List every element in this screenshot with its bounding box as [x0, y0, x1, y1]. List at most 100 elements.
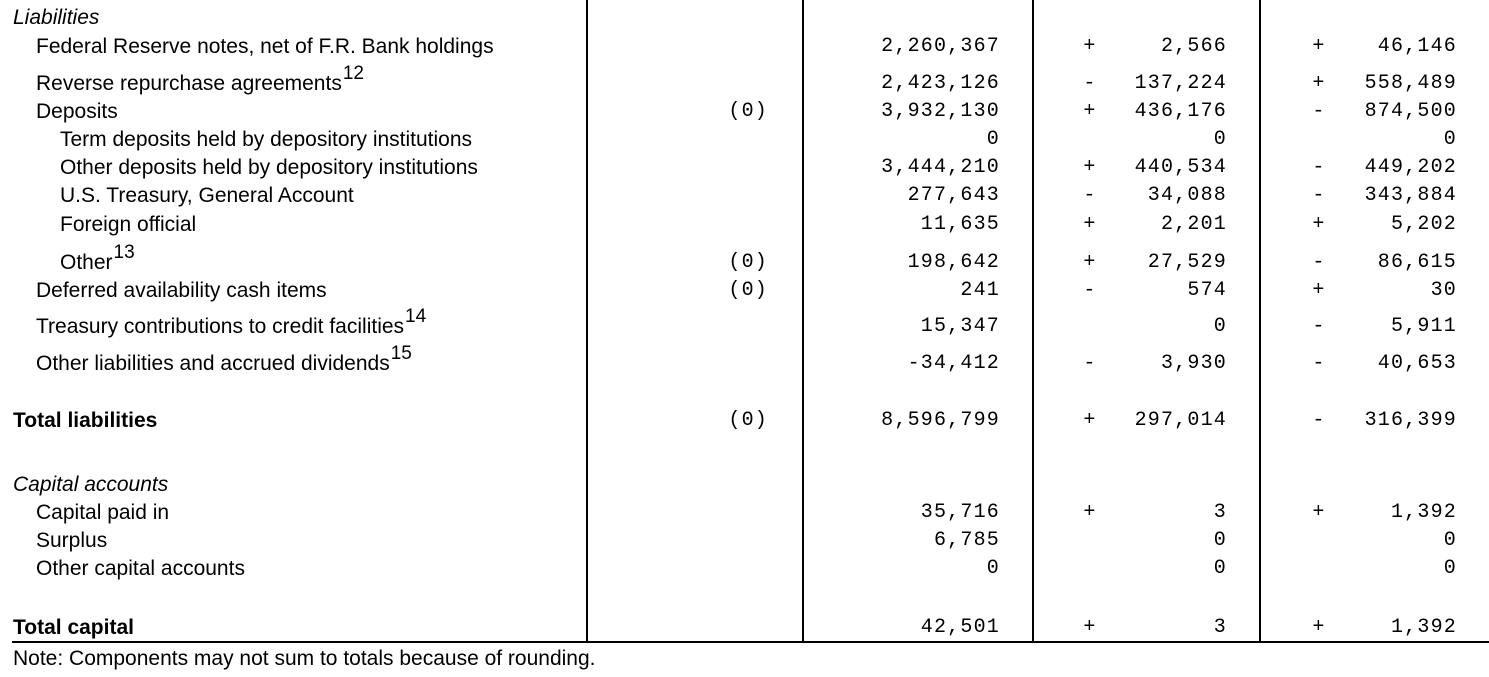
table-row-federal-reserve-notes: Federal Reserve notes, net of F.R. Bank …	[0, 33, 1489, 61]
row-label-text: Reverse repurchase agreements	[36, 72, 342, 95]
current-value: 3,444,210	[881, 156, 1000, 179]
year-change-value: 30	[1430, 279, 1457, 302]
row-label-text: Other liabilities and accrued dividends	[36, 352, 390, 375]
week-change-value: 440,534	[1134, 156, 1227, 179]
row-label: Capital paid in	[36, 499, 169, 527]
week-change-value: 0	[1213, 315, 1227, 338]
current-value: 11,635	[920, 213, 1000, 236]
row-label: Term deposits held by depository institu…	[60, 126, 472, 154]
year-change-sign: +	[1312, 72, 1326, 95]
row-label-text: Other capital accounts	[36, 557, 245, 580]
year-change-value: 1,392	[1390, 501, 1457, 524]
row-label: U.S. Treasury, General Account	[60, 182, 354, 210]
year-change-value: 46,146	[1377, 35, 1457, 58]
year-change-sign: -	[1312, 352, 1326, 375]
table-row-treasury-contributions: Treasury contributions to credit facilit…	[0, 306, 1489, 342]
row-label: Foreign official	[60, 211, 196, 239]
year-change-value: 0	[1443, 557, 1457, 580]
table-row-reverse-repurchase-agreements: Reverse repurchase agreements12 2,423,126…	[0, 63, 1489, 99]
footnote-ref: 13	[113, 242, 135, 263]
row-label: Deferred availability cash items	[36, 277, 327, 305]
year-change-value: 874,500	[1364, 100, 1457, 123]
row-label-text: Total capital	[13, 616, 134, 639]
current-value: 241	[960, 279, 1000, 302]
footnote-ref: 12	[342, 63, 364, 84]
note-value: (0)	[728, 279, 768, 302]
row-label-text: Liabilities	[13, 6, 100, 29]
row-label: Total capital	[13, 614, 134, 642]
current-value: 198,642	[907, 251, 1000, 274]
year-change-sign: +	[1312, 501, 1326, 524]
year-change-sign: -	[1312, 156, 1326, 179]
week-change-value: 137,224	[1134, 72, 1227, 95]
row-label: Surplus	[36, 527, 107, 555]
table-row-capital-paid-in: Capital paid in 35,716 +3 +1,392	[0, 499, 1489, 527]
week-change-value: 0	[1213, 128, 1227, 151]
note-value: (0)	[728, 100, 768, 123]
footnote-rounding: Note: Components may not sum to totals b…	[13, 647, 596, 670]
year-change-sign: +	[1312, 35, 1326, 58]
year-change-sign: -	[1312, 184, 1326, 207]
current-value: -34,412	[907, 352, 1000, 375]
week-change-sign: +	[1083, 251, 1097, 274]
year-change-sign: -	[1312, 100, 1326, 123]
year-change-value: 0	[1443, 529, 1457, 552]
row-label: Deposits	[36, 98, 118, 126]
footnote-ref: 15	[390, 343, 412, 364]
row-label-text: Deferred availability cash items	[36, 279, 327, 302]
week-change-sign: +	[1083, 616, 1097, 639]
week-change-value: 2,566	[1160, 35, 1227, 58]
current-value: 15,347	[920, 315, 1000, 338]
row-label: Other capital accounts	[36, 555, 245, 583]
year-change-value: 5,911	[1390, 315, 1457, 338]
week-change-value: 297,014	[1134, 409, 1227, 432]
week-change-value: 27,529	[1147, 251, 1227, 274]
table-row-surplus: Surplus 6,785 0 0	[0, 527, 1489, 555]
row-label-text: Term deposits held by depository institu…	[60, 128, 473, 151]
current-value: 2,260,367	[881, 35, 1000, 58]
row-label: Treasury contributions to credit facilit…	[36, 306, 426, 342]
week-change-value: 574	[1187, 279, 1227, 302]
table-bottom-rule	[12, 641, 1489, 643]
row-label-text: Other deposits held by depository instit…	[60, 156, 478, 179]
year-change-sign: -	[1312, 251, 1326, 274]
week-change-value: 3,930	[1160, 352, 1227, 375]
row-label-text: U.S. Treasury, General Account	[60, 184, 354, 207]
week-change-sign: +	[1083, 100, 1097, 123]
week-change-sign: +	[1083, 156, 1097, 179]
year-change-sign: +	[1312, 213, 1326, 236]
row-label: Federal Reserve notes, net of F.R. Bank …	[36, 33, 494, 61]
table-row-term-deposits: Term deposits held by depository institu…	[0, 126, 1489, 154]
footnote-ref: 14	[405, 306, 427, 327]
year-change-value: 1,392	[1390, 616, 1457, 639]
row-label: Other liabilities and accrued dividends1…	[36, 343, 412, 379]
row-label: Liabilities	[13, 4, 99, 32]
row-label-text: Treasury contributions to credit facilit…	[36, 315, 405, 338]
row-label-text: Surplus	[36, 529, 108, 552]
week-change-value: 3	[1213, 616, 1227, 639]
table-row-total-liabilities: Total liabilities (0) 8,596,799 +297,014 - 31…	[0, 407, 1489, 435]
note-value: (0)	[728, 409, 768, 432]
note-value: (0)	[728, 251, 768, 274]
table-row-liabilities-heading: Liabilities	[0, 4, 1489, 32]
table-row-other: Other13 (0) 198,642 +27,529 - 86,615	[0, 242, 1489, 278]
row-label-text: Total liabilities	[13, 409, 158, 432]
week-change-sign: +	[1083, 213, 1097, 236]
table-rule-col-1	[586, 0, 588, 643]
year-change-value: 316,399	[1364, 409, 1457, 432]
table-row-capital-accounts-heading: Capital accounts	[0, 471, 1489, 499]
year-change-sign: -	[1312, 409, 1326, 432]
week-change-sign: -	[1083, 279, 1097, 302]
row-label: Other13	[60, 242, 135, 278]
table-rule-col-3	[1032, 0, 1034, 643]
row-label: Reverse repurchase agreements12	[36, 63, 364, 99]
current-value: 2,423,126	[881, 72, 1000, 95]
current-value: 42,501	[920, 616, 1000, 639]
current-value: 8,596,799	[881, 409, 1000, 432]
week-change-value: 2,201	[1160, 213, 1227, 236]
table-row-other-deposits: Other deposits held by depository instit…	[0, 154, 1489, 182]
week-change-sign: +	[1083, 501, 1097, 524]
year-change-value: 40,653	[1377, 352, 1457, 375]
row-label: Total liabilities	[13, 407, 157, 435]
year-change-value: 86,615	[1377, 251, 1457, 274]
